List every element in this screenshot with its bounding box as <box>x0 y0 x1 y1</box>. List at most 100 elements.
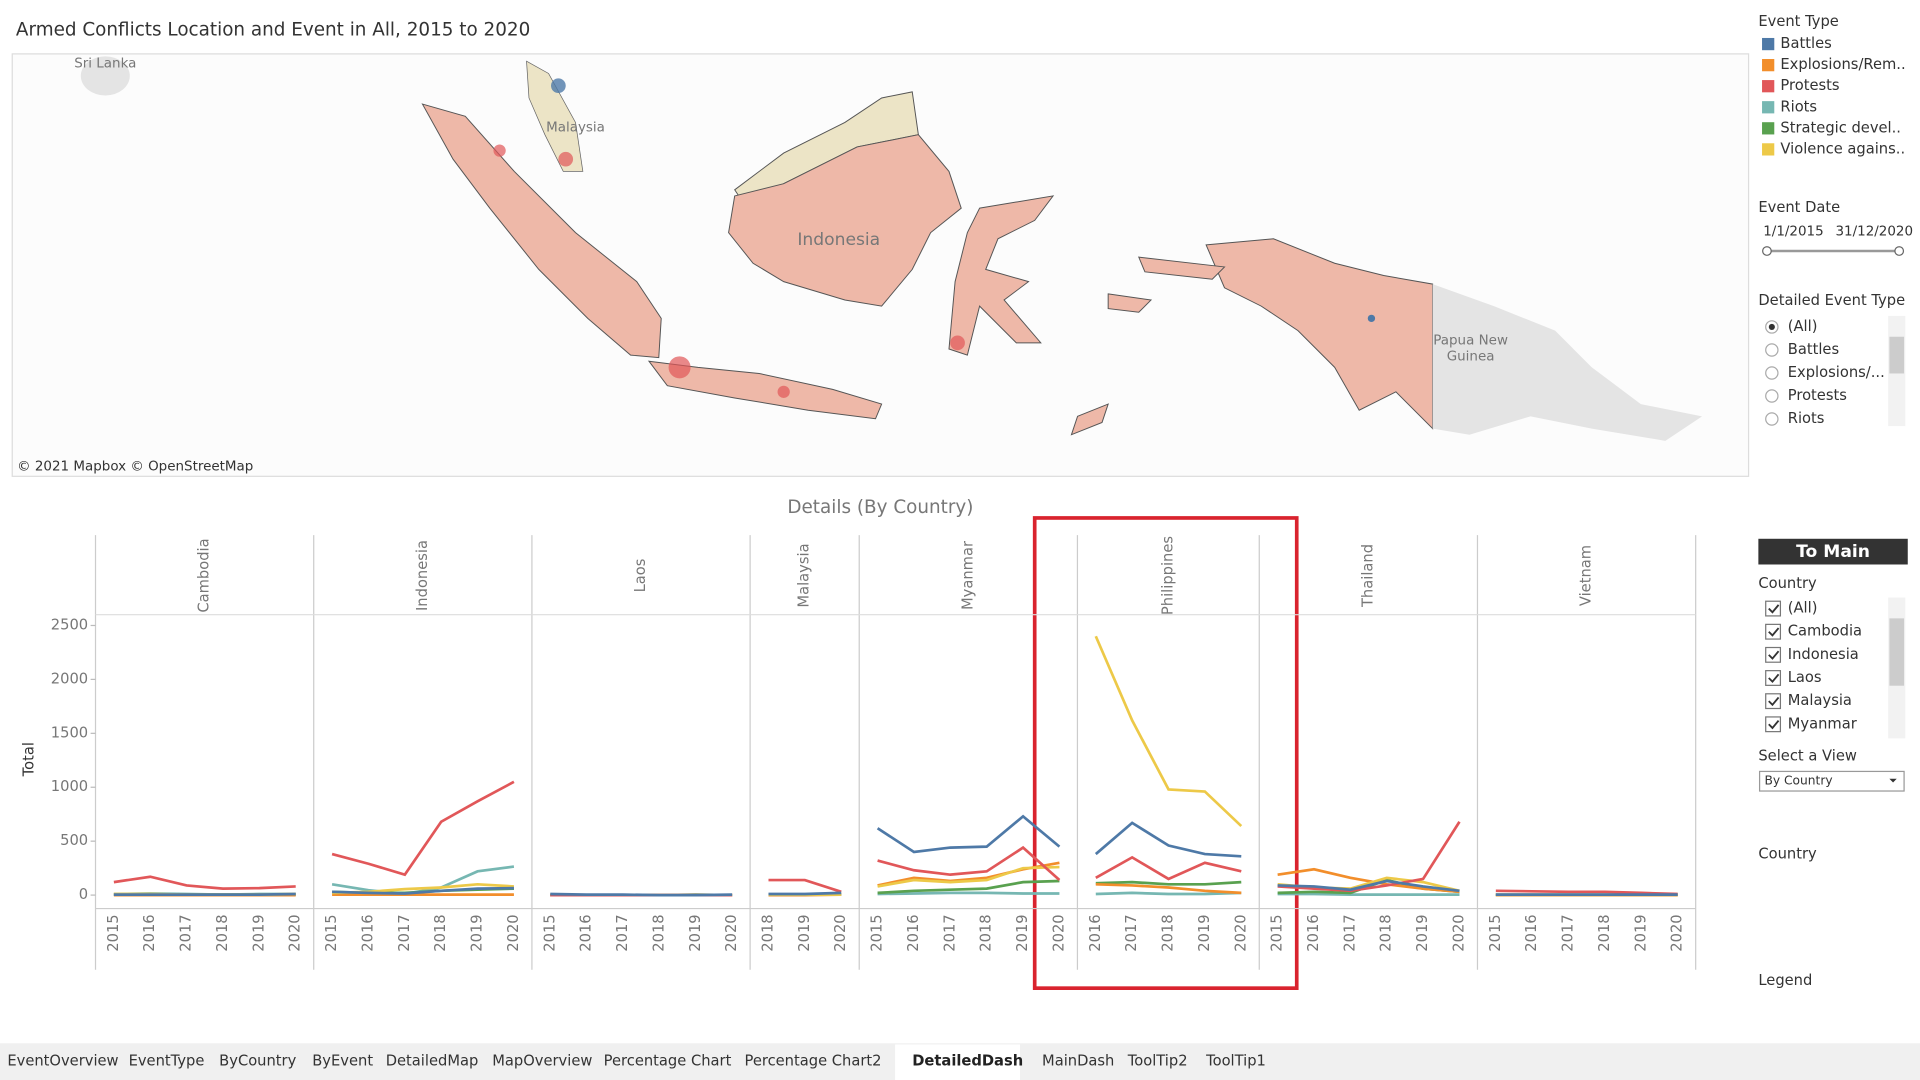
active-tab <box>895 1044 1020 1080</box>
x-tick-label: 2018 <box>1378 914 1395 951</box>
checkbox[interactable] <box>1765 693 1782 710</box>
scrollbar-thumb[interactable] <box>1889 336 1905 374</box>
x-tick-label: 2015 <box>869 914 886 951</box>
legend-swatch <box>1762 122 1775 135</box>
legend-swatch <box>1762 80 1775 93</box>
legend-swatch <box>1762 101 1775 114</box>
checkbox-label: Malaysia <box>1788 692 1852 709</box>
highlight-box <box>1032 516 1299 990</box>
y-tick-label: 2000 <box>51 670 88 687</box>
x-tick-label: 2016 <box>1523 914 1540 951</box>
x-tick-label: 2018 <box>1596 914 1613 951</box>
x-tick-label: 2020 <box>505 914 522 951</box>
series-line <box>1095 891 1242 896</box>
radio-button[interactable] <box>1765 412 1779 426</box>
slider-handle[interactable] <box>1894 246 1905 256</box>
legend-swatch <box>1762 37 1775 51</box>
sheet-tab[interactable]: DetailedMap <box>386 1053 479 1070</box>
radio-label: Protests <box>1788 387 1847 404</box>
legend-title: Event Type <box>1758 13 1838 30</box>
series-line <box>877 879 1060 895</box>
dashboard-title: Armed Conflicts Location and Event in Al… <box>16 20 530 41</box>
land <box>1432 284 1703 441</box>
checkbox[interactable] <box>1765 716 1782 733</box>
series-line <box>768 891 842 896</box>
sheet-tab[interactable]: ByEvent <box>312 1053 373 1070</box>
event-point <box>777 385 790 398</box>
panel-header: Philippines <box>1159 536 1176 615</box>
panel-header: Myanmar <box>959 540 976 610</box>
radio-dot <box>1768 323 1775 330</box>
sheet-tab[interactable]: MainDash <box>1042 1053 1114 1070</box>
date-end: 31/12/2020 <box>1836 224 1914 239</box>
map-label: Malaysia <box>546 120 605 135</box>
legend-label: Battles <box>1780 35 1831 52</box>
map-label: Sri Lanka <box>74 57 136 72</box>
x-tick-label: 2017 <box>1123 914 1140 951</box>
x-tick-label: 2016 <box>1305 914 1322 951</box>
filter-title: Detailed Event Type <box>1758 292 1905 309</box>
radio-label: Battles <box>1788 341 1839 358</box>
checkbox[interactable] <box>1765 600 1782 617</box>
legend-label: Protests <box>1780 77 1839 94</box>
x-tick-label: 2019 <box>687 914 704 951</box>
section-label: Legend <box>1758 972 1812 989</box>
x-tick-label: 2017 <box>396 914 413 951</box>
filter-title: Event Date <box>1758 199 1840 216</box>
sheet-tab[interactable]: MapOverview <box>492 1053 592 1070</box>
panel-header: Indonesia <box>414 540 431 611</box>
x-tick-label: 2019 <box>1632 914 1649 951</box>
x-tick-label: 2015 <box>541 914 558 951</box>
event-point <box>493 144 506 157</box>
checkbox[interactable] <box>1765 670 1782 686</box>
x-tick-label: 2016 <box>359 914 376 951</box>
slider-handle[interactable] <box>1762 246 1772 256</box>
land <box>421 103 662 359</box>
view-dropdown[interactable] <box>1758 770 1905 792</box>
x-tick-label: 2020 <box>1050 914 1067 951</box>
sheet-tab[interactable]: EventOverview <box>7 1053 118 1070</box>
map-attribution: © 2021 Mapbox © OpenStreetMap <box>17 460 253 475</box>
sheet-tab[interactable]: ToolTip2 <box>1127 1053 1188 1070</box>
sheet-tab[interactable]: ByCountry <box>219 1053 296 1070</box>
x-tick-label: 2019 <box>1196 914 1213 951</box>
radio-button[interactable] <box>1765 389 1779 403</box>
to-main-button[interactable] <box>1758 538 1908 565</box>
sheet-tab[interactable]: EventType <box>129 1053 205 1070</box>
map <box>11 53 1750 477</box>
y-axis-label: Total <box>20 742 37 777</box>
event-point <box>551 78 566 94</box>
series-line <box>877 865 1060 888</box>
series-line <box>1277 879 1460 893</box>
legend-swatch <box>1762 143 1775 156</box>
checkbox[interactable] <box>1765 623 1782 640</box>
x-tick-label: 2019 <box>1014 914 1031 951</box>
sheet-tab[interactable]: Percentage Chart2 <box>744 1053 881 1070</box>
series-line <box>332 886 514 895</box>
check-mark <box>1768 673 1780 684</box>
panel-header: Laos <box>632 559 649 593</box>
x-tick-label: 2015 <box>1487 914 1504 951</box>
check-mark <box>1768 650 1780 660</box>
x-tick-label: 2019 <box>1414 914 1431 951</box>
land <box>1070 256 1226 436</box>
check-mark <box>1768 720 1780 730</box>
legend-label: Violence agains.. <box>1780 140 1905 157</box>
x-tick-label: 2019 <box>469 914 486 951</box>
x-tick-label: 2018 <box>650 914 667 951</box>
radio-button[interactable] <box>1765 343 1779 357</box>
panel-header: Vietnam <box>1578 545 1595 606</box>
scrollbar-thumb[interactable] <box>1889 618 1905 686</box>
legend-label: Strategic devel.. <box>1780 119 1901 136</box>
radio-button[interactable] <box>1765 366 1779 380</box>
sheet-tab[interactable]: Percentage Chart <box>604 1053 732 1070</box>
sheet-tab[interactable]: DetailedDash <box>912 1053 1023 1070</box>
land <box>948 195 1055 356</box>
series-line <box>1495 889 1678 896</box>
series-line <box>876 814 1061 854</box>
x-tick-label: 2020 <box>287 914 304 951</box>
series-line <box>113 892 296 896</box>
checkbox[interactable] <box>1765 646 1782 663</box>
button-label: To Main <box>1796 542 1870 562</box>
sheet-tab[interactable]: ToolTip1 <box>1205 1053 1266 1070</box>
